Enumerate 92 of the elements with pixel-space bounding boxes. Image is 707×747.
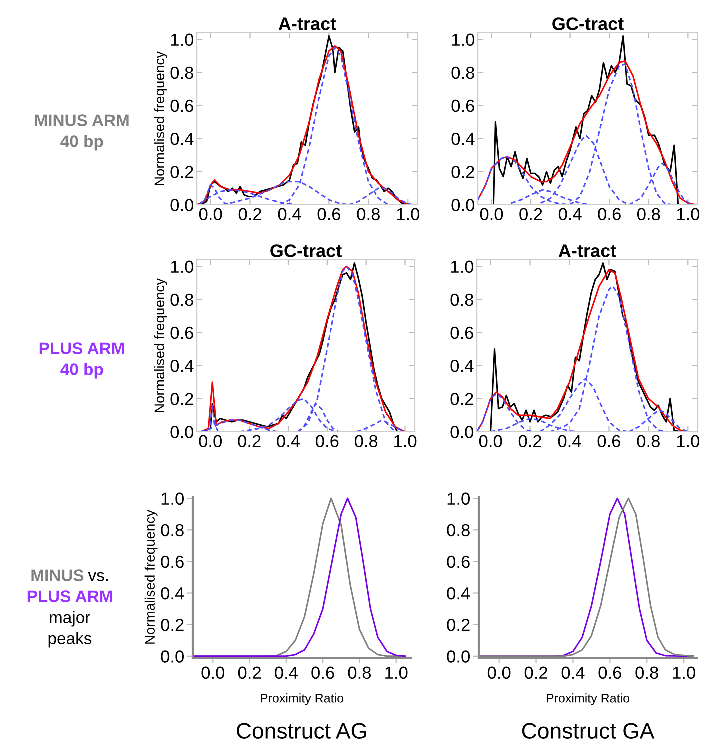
y-axis-title: Normalised frequency — [154, 278, 168, 412]
y-tick-label: 0.6 — [450, 326, 474, 340]
chart-title: A-tract — [278, 18, 336, 30]
x-tick-label: 0.2 — [238, 208, 262, 221]
y-tick-label: 0.2 — [170, 166, 194, 178]
x-tick-label: 0.4 — [278, 208, 302, 221]
y-tick-label: 0.6 — [170, 326, 194, 340]
x-tick-label: 1.0 — [394, 435, 417, 448]
text: 40 bp — [60, 363, 104, 379]
y-tick-label: 0.2 — [447, 619, 470, 632]
text: PLUS ARM — [40, 342, 124, 354]
chart-title: A-tract — [558, 244, 616, 258]
x-tick-label: 0.4 — [275, 666, 298, 680]
x-tick-label: 0.0 — [488, 666, 511, 680]
text: PLUS ARM — [28, 590, 112, 602]
x-tick-label: 0.4 — [562, 666, 585, 680]
y-tick-label: 1.0 — [171, 34, 194, 46]
text: Construct GA — [522, 723, 655, 739]
x-tick-label: 1.0 — [677, 208, 700, 221]
x-tick-label: 0.0 — [199, 435, 222, 448]
y-tick-label: 0.2 — [161, 619, 184, 632]
x-tick-label: 0.6 — [312, 666, 334, 680]
x-tick-label: 0.8 — [638, 208, 660, 221]
y-tick-label: 0.0 — [447, 650, 470, 663]
y-tick-label: 0.0 — [170, 199, 194, 212]
y-tick-label: 0.8 — [161, 524, 184, 537]
y-tick-label: 0.4 — [450, 360, 474, 372]
x-tick-label: 0.0 — [202, 666, 225, 680]
x-tick-label: 0.0 — [480, 208, 504, 221]
y-tick-label: 0.4 — [447, 587, 470, 600]
text: major — [50, 611, 90, 627]
x-tick-label: 0.8 — [636, 666, 658, 680]
y-tick-label: 0.6 — [452, 100, 474, 112]
text: MINUS — [32, 570, 84, 582]
y-tick-label: 0.8 — [447, 524, 470, 537]
x-tick-label: 1.0 — [673, 666, 696, 680]
x-tick-label: 1.0 — [386, 666, 408, 680]
x-axis-title: Proximity Ratio — [261, 694, 344, 706]
x-tick-label: 0.6 — [318, 208, 341, 221]
y-tick-label: 0.0 — [170, 426, 194, 438]
y-tick-label: 1.0 — [451, 260, 474, 274]
y-tick-label: 0.4 — [170, 360, 194, 372]
y-tick-label: 0.0 — [450, 426, 474, 438]
x-tick-label: 0.2 — [518, 435, 542, 448]
x-tick-label: 0.2 — [238, 666, 261, 680]
x-tick-label: 0.0 — [199, 208, 222, 221]
x-tick-label: 1.0 — [397, 208, 420, 221]
y-tick-label: 0.6 — [170, 100, 194, 112]
x-tick-label: 0.4 — [558, 435, 582, 448]
y-tick-label: 0.6 — [161, 556, 184, 568]
y-tick-label: 0.8 — [452, 66, 474, 80]
y-tick-label: 0.4 — [161, 587, 184, 600]
x-tick-label: 0.6 — [598, 666, 622, 680]
x-tick-label: 0.0 — [479, 435, 502, 448]
y-tick-label: 0.4 — [170, 133, 194, 146]
y-tick-label: 0.0 — [452, 199, 475, 212]
chart-title: GC-tract — [552, 18, 624, 30]
y-tick-label: 0.0 — [161, 650, 184, 663]
y-tick-label: 0.4 — [452, 133, 475, 146]
y-axis-title: Normalised frequency — [144, 510, 158, 644]
y-tick-label: 0.2 — [450, 393, 474, 406]
x-tick-label: 0.8 — [354, 435, 378, 448]
text: MINUS ARM — [35, 114, 129, 126]
x-tick-label: 0.2 — [524, 666, 548, 680]
x-tick-label: 0.2 — [238, 435, 261, 448]
text: peaks — [48, 632, 92, 648]
y-tick-label: 0.8 — [450, 294, 474, 306]
x-tick-label: 0.6 — [598, 435, 621, 448]
chart-title: GC-tract — [270, 244, 342, 258]
x-tick-label: 1.0 — [677, 435, 700, 448]
text: Construct AG — [237, 723, 366, 739]
y-tick-label: 1.0 — [452, 34, 475, 46]
y-tick-label: 1.0 — [162, 492, 184, 506]
y-tick-label: 0.8 — [170, 294, 194, 306]
y-tick-label: 0.2 — [452, 166, 474, 178]
y-tick-label: 0.8 — [170, 66, 194, 80]
y-tick-label: 0.6 — [447, 556, 470, 568]
y-tick-label: 1.0 — [171, 260, 194, 274]
y-tick-label: 1.0 — [448, 492, 470, 506]
x-tick-label: 0.8 — [637, 435, 660, 448]
x-tick-label: 0.4 — [277, 435, 300, 448]
x-tick-label: 0.8 — [357, 208, 380, 221]
x-tick-label: 0.2 — [520, 208, 542, 221]
x-tick-label: 0.6 — [316, 435, 339, 448]
x-tick-label: 0.4 — [558, 208, 582, 221]
y-tick-label: 0.2 — [170, 393, 194, 406]
text: vs. — [88, 572, 108, 582]
x-axis-title: Proximity Ratio — [547, 694, 630, 706]
y-axis-title: Normalised frequency — [154, 51, 168, 186]
text: 40 bp — [60, 135, 104, 151]
x-tick-label: 0.6 — [598, 208, 621, 221]
x-tick-label: 0.8 — [348, 666, 372, 680]
